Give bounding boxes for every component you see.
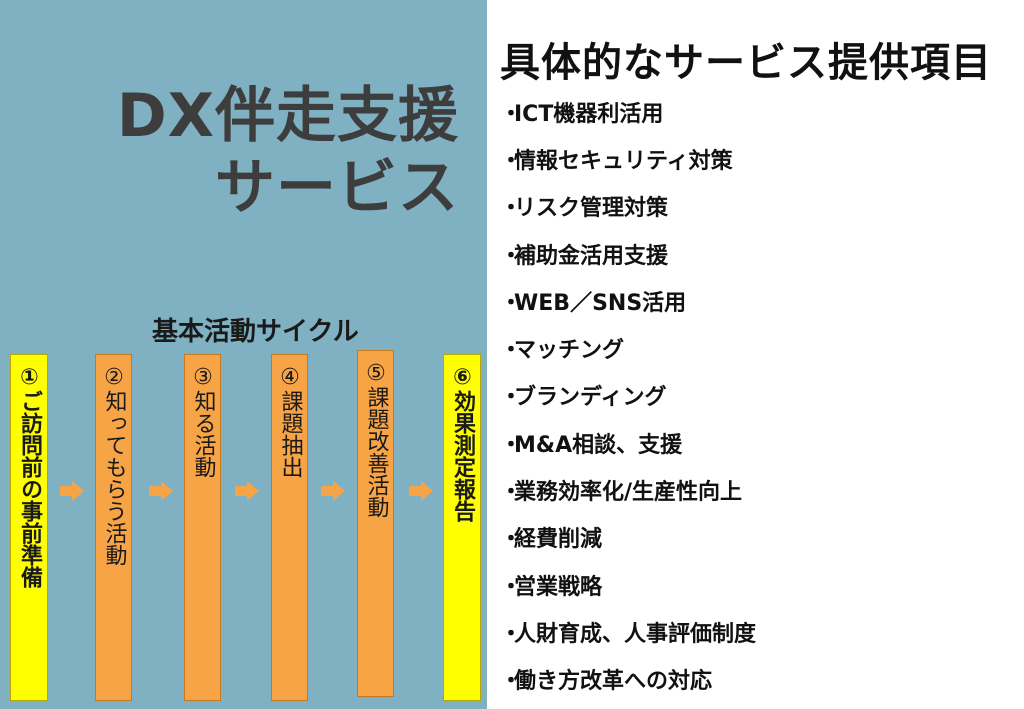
service-item: ・ ICT機器利活用 bbox=[500, 88, 756, 135]
bullet: ・ bbox=[500, 385, 523, 411]
service-item: ・働き方改革への対応 bbox=[500, 656, 756, 703]
step-label-2: ②知ってもらう活動 bbox=[101, 365, 127, 566]
step-card-5: ⑤課題改善活動 bbox=[357, 350, 394, 697]
bullet: ・ bbox=[500, 148, 523, 174]
bullet: ・ bbox=[500, 101, 523, 127]
bullet: ・ bbox=[500, 621, 523, 647]
service-label: リスク管理対策 bbox=[514, 196, 669, 222]
right-panel bbox=[487, 0, 1024, 709]
bullet: ・ bbox=[500, 338, 523, 364]
right-arrow-icon bbox=[60, 481, 84, 501]
step-label-1: ①ご訪問前の事前準備 bbox=[17, 365, 42, 588]
service-item: ・マッチング bbox=[500, 324, 756, 371]
service-list: ・ ICT機器利活用 ・情報セキュリティ対策 ・リスク管理対策 ・補助金活用支援 … bbox=[500, 88, 756, 703]
right-arrow-icon bbox=[409, 481, 433, 501]
step-label-4: ④課題抽出 bbox=[277, 365, 303, 478]
step-card-6: ⑥効果測定報告 bbox=[443, 354, 481, 701]
service-label: 情報セキュリティ対策 bbox=[514, 148, 733, 174]
right-arrow-icon bbox=[235, 481, 259, 501]
step-card-4: ④課題抽出 bbox=[271, 354, 308, 701]
service-item: ・ M&A相談、支援 bbox=[500, 419, 756, 466]
service-label: マッチング bbox=[514, 338, 625, 364]
service-item: ・人財育成、人事評価制度 bbox=[500, 608, 756, 655]
step-label-6: ⑥効果測定報告 bbox=[450, 365, 475, 522]
bullet: ・ bbox=[500, 290, 523, 316]
services-title: 具体的なサービス提供項目 bbox=[500, 40, 992, 86]
service-label: 人財育成、人事評価制度 bbox=[514, 621, 757, 647]
step-card-3: ③知る活動 bbox=[184, 354, 221, 701]
bullet: ・ bbox=[500, 432, 523, 458]
cycle-heading: 基本活動サイクル bbox=[152, 317, 359, 347]
service-item: ・経費削減 bbox=[500, 514, 756, 561]
step-label-5: ⑤課題改善活動 bbox=[363, 361, 389, 518]
service-label: WEB／SNS活用 bbox=[514, 290, 687, 316]
service-label: 働き方改革への対応 bbox=[514, 669, 713, 695]
bullet: ・ bbox=[500, 243, 523, 269]
bullet: ・ bbox=[500, 527, 523, 553]
main-title-line1: DX伴走支援 bbox=[116, 81, 459, 151]
main-title-line2: サービス bbox=[215, 153, 459, 223]
right-arrow-icon bbox=[149, 481, 173, 501]
bullet: ・ bbox=[500, 480, 523, 506]
step-card-2: ②知ってもらう活動 bbox=[95, 354, 132, 701]
service-item: ・ WEB／SNS活用 bbox=[500, 277, 756, 324]
service-item: ・業務効率化/生産性向上 bbox=[500, 466, 756, 513]
service-label: M&A相談、支援 bbox=[514, 432, 683, 458]
service-label: 営業戦略 bbox=[514, 574, 603, 600]
right-arrow-icon bbox=[321, 481, 345, 501]
service-label: ICT機器利活用 bbox=[514, 101, 664, 127]
service-label: 経費削減 bbox=[514, 527, 603, 553]
bullet: ・ bbox=[500, 669, 523, 695]
bullet: ・ bbox=[500, 574, 523, 600]
service-item: ・営業戦略 bbox=[500, 561, 756, 608]
service-item: ・ブランディング bbox=[500, 372, 756, 419]
step-label-3: ③知る活動 bbox=[190, 365, 216, 478]
step-card-1: ①ご訪問前の事前準備 bbox=[10, 354, 48, 701]
service-label: 補助金活用支援 bbox=[514, 243, 669, 269]
bullet: ・ bbox=[500, 196, 523, 222]
service-item: ・補助金活用支援 bbox=[500, 230, 756, 277]
left-panel: DX伴走支援 サービス 基本活動サイクル ①ご訪問前の事前準備 ②知ってもらう活… bbox=[0, 0, 487, 709]
service-item: ・情報セキュリティ対策 bbox=[500, 135, 756, 182]
service-item: ・リスク管理対策 bbox=[500, 183, 756, 230]
service-label: 業務効率化/生産性向上 bbox=[514, 480, 743, 506]
service-label: ブランディング bbox=[514, 385, 667, 411]
